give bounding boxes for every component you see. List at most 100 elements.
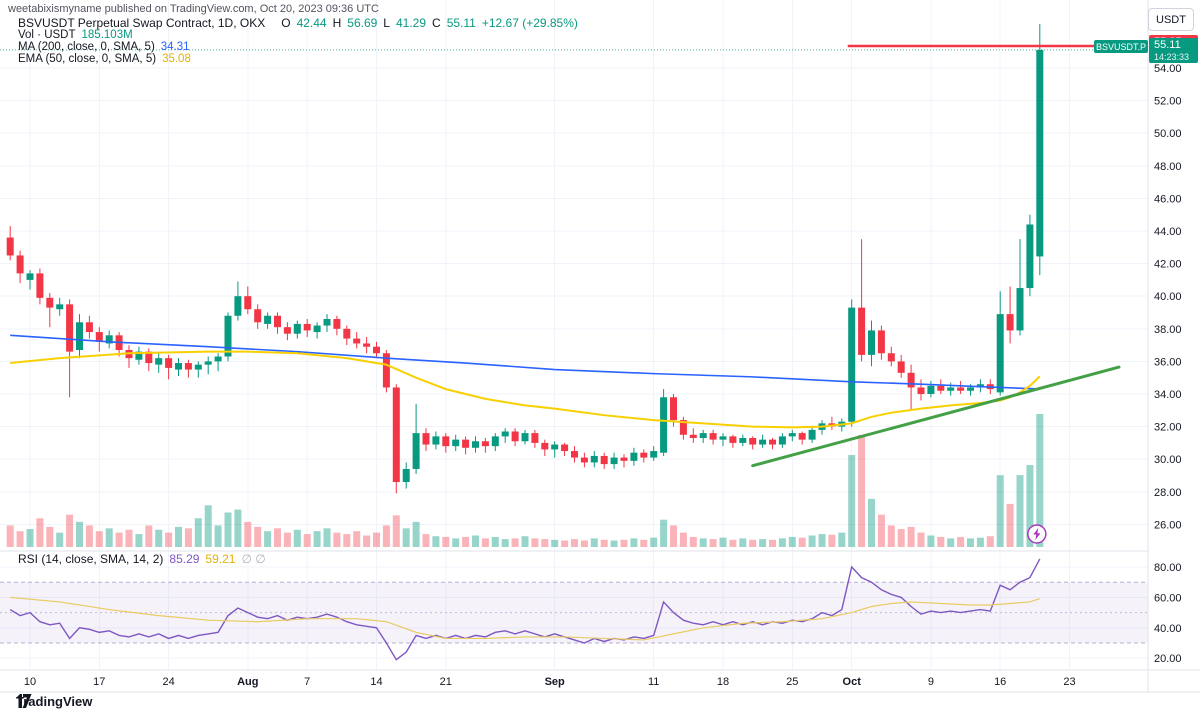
time-tick-label: 23 [1063,676,1075,688]
ma200-line [10,334,1040,390]
price-tick-label: 40.00 [1154,291,1182,303]
candle-body [85,322,93,333]
volume-bar [699,538,707,547]
price-tick-label: 34.00 [1154,389,1182,401]
candle-body [808,429,816,440]
trendline[interactable] [751,365,1121,468]
candle-body [373,346,380,354]
volume-bar [868,498,875,547]
candle-body [551,444,559,450]
volume-bar [670,525,677,547]
last-price-tag[interactable]: 55.11 14:23:33 [1149,38,1198,63]
volume-bar [293,529,301,547]
volume-bar [264,531,272,547]
tradingview-logo[interactable]: TradingView [16,694,92,709]
volume-bar [620,539,628,547]
symbol-legend-row[interactable]: BSVUSDT Perpetual Swap Contract, 1D, OKX… [18,16,578,30]
candle-body [363,343,371,347]
candle-body [46,297,54,308]
volume-bar [452,538,460,547]
volume-bar [650,537,658,547]
price-axis-labels[interactable]: 54.00 52.00 50.00 48.00 46.00 44.00 42.00 40.00… [1154,63,1182,531]
candle-body [135,351,143,360]
time-tick-label: 11 [648,676,659,688]
volume-bar [165,532,173,547]
volume-bar [996,475,1004,547]
candle-body [343,328,351,339]
volume-bar [313,531,321,547]
volume-bar [244,521,252,547]
volume-bar [778,538,786,547]
publish-watermark: weetabixismyname published on TradingVie… [8,3,379,15]
price-tick-label: 52.00 [1154,96,1182,108]
candle-body [729,436,737,443]
price-tick-label: 32.00 [1154,422,1182,434]
rsi-legend-row[interactable]: RSI (14, close, SMA, 14, 2) 85.29 59.21 … [18,552,266,566]
candle-body [254,309,262,323]
volume-bar [521,536,529,547]
currency-toggle-button[interactable]: USDT [1148,8,1194,31]
symbol-price-line-tag[interactable]: BSVUSDT.P [1094,40,1148,53]
ma-value: 34.31 [160,41,190,53]
volume-bar [16,531,24,547]
candle-body [481,441,489,447]
ohlc-high-value: 56.69 [347,16,378,30]
volume-bar [6,525,14,547]
rsi-band [0,581,1148,644]
volume-bar [323,528,331,547]
candle-body [590,455,598,463]
candle-body [976,384,984,388]
volume-bar [610,540,618,547]
candle-body [1016,288,1024,331]
volume-bar [917,532,925,547]
volume-bar [442,536,450,547]
volume-bar [155,529,163,547]
volume-bar [462,536,470,547]
time-tick-label: 7 [304,676,310,688]
flash-icon[interactable] [1027,524,1047,544]
volume-bar [234,509,242,547]
candle-body [670,397,677,421]
rsi-tick-label: 40.00 [1154,623,1182,635]
ma-legend-row[interactable]: MA (200, close, 0, SMA, 5) 34.31 [18,41,190,53]
candle-body [937,385,945,391]
volume-bar [56,532,64,547]
ema-label: EMA (50, close, 0, SMA, 5) [18,53,157,65]
candle-body [798,433,806,440]
candle-body [76,322,83,350]
volume-bar [590,538,598,547]
rsi-empty-values: ∅ ∅ [241,552,266,566]
symbol-title[interactable]: BSVUSDT Perpetual Swap Contract, 1D, OKX [18,16,266,30]
volume-value: 185.103M [81,29,133,41]
candle-body [858,307,866,355]
rsi-label: RSI (14, close, SMA, 14, 2) [18,552,164,566]
ema-legend-row[interactable]: EMA (50, close, 0, SMA, 5) 35.08 [18,53,191,65]
candle-body [897,361,905,373]
time-axis-labels[interactable]: 10 17 24 Aug 7 14 21 Sep 11 18 25 Oct 9 16 23 [24,676,1076,688]
volume-bar [184,528,192,547]
volume-bar [432,536,440,547]
volume-bar [729,539,737,547]
volume-bar [214,525,222,547]
volume-bar [36,518,44,547]
volume-bar [561,540,569,547]
price-change: +12.67 (+29.85%) [481,16,578,30]
price-tick-label: 50.00 [1154,128,1182,140]
volume-bar [353,531,361,547]
tradingview-logo-text: TradingView [16,694,93,709]
rsi-ma-value: 59.21 [205,552,236,566]
ohlc-close-label: C [432,16,441,30]
time-tick-label: 24 [162,676,174,688]
volume-bar [689,536,697,547]
rsi-axis-labels[interactable]: 80.00 60.00 40.00 20.00 [1154,562,1182,665]
candle-body [571,451,578,458]
volume-legend-row[interactable]: Vol · USDT 185.103M [18,29,133,41]
volume-bar [986,536,994,547]
candle-body [561,444,569,452]
volume-bar [412,521,420,547]
volume-bar [709,539,717,547]
volume-bar [283,532,291,547]
ohlc-high-label: H [332,16,342,30]
volume-bar [739,538,747,547]
